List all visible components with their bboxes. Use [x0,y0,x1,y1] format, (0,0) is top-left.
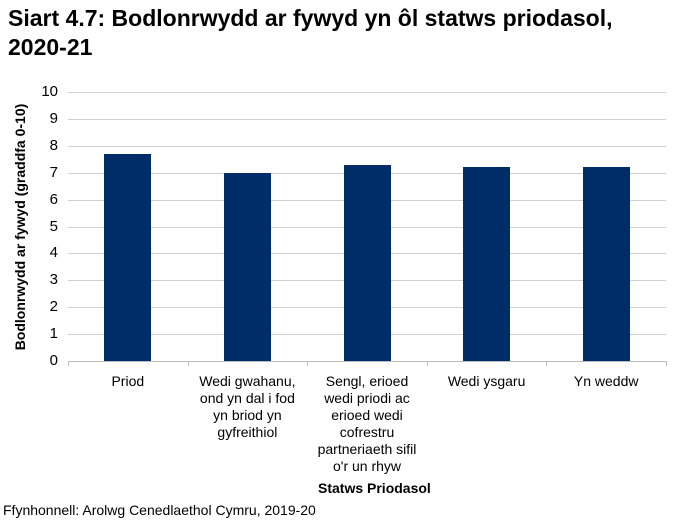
bar [463,167,511,361]
gridline [68,92,666,93]
bar [343,164,391,361]
plot-area [68,92,667,366]
gridline [68,118,666,120]
x-axis-label: Statws Priodasol [318,480,431,496]
bar [582,167,630,361]
x-category-label: Wedi ysgaru [447,373,526,389]
x-tick-mark [427,361,428,366]
x-category-label: Sengl, erioed wedi priodi ac erioed wedi co… [317,373,417,474]
x-category-label: Yn weddw [573,373,639,389]
y-tick-label: 0 [49,352,58,369]
y-tick-label: 8 [49,136,58,154]
chart-title-line1: Siart 4.7: Bodlonrwydd ar fywyd yn ôl st… [8,5,613,31]
chart-title: Siart 4.7: Bodlonrwydd ar fywyd yn ôl st… [8,4,678,62]
y-tick-label: 5 [49,217,58,235]
chart-title-line2: 2020-21 [8,34,93,60]
x-axis-line [68,361,666,362]
x-category-label: Priod [111,373,145,389]
x-tick-mark [307,361,308,366]
y-tick-label: 6 [49,190,58,208]
x-tick-mark [666,361,667,366]
x-category-label: Wedi gwahanu, ond yn dal i fod yn briod yn… [199,373,296,440]
y-tick-label: 10 [41,83,58,100]
y-axis-label: Bodlonrwydd ar fywyd (graddfa 0-10) [12,103,28,351]
bar [104,153,152,361]
bar [223,172,271,361]
y-tick-label: 4 [49,244,58,262]
y-tick-label: 7 [49,163,58,181]
x-tick-mark [546,361,547,366]
x-tick-mark [68,361,69,366]
y-tick-label: 3 [49,271,58,289]
y-tick-label: 9 [49,109,58,127]
x-tick-mark [188,361,189,366]
gridline [68,145,666,147]
y-tick-label: 1 [49,325,58,343]
source-note: Ffynhonnell: Arolwg Cenedlaethol Cymru, … [3,502,316,518]
y-tick-label: 2 [49,298,58,316]
